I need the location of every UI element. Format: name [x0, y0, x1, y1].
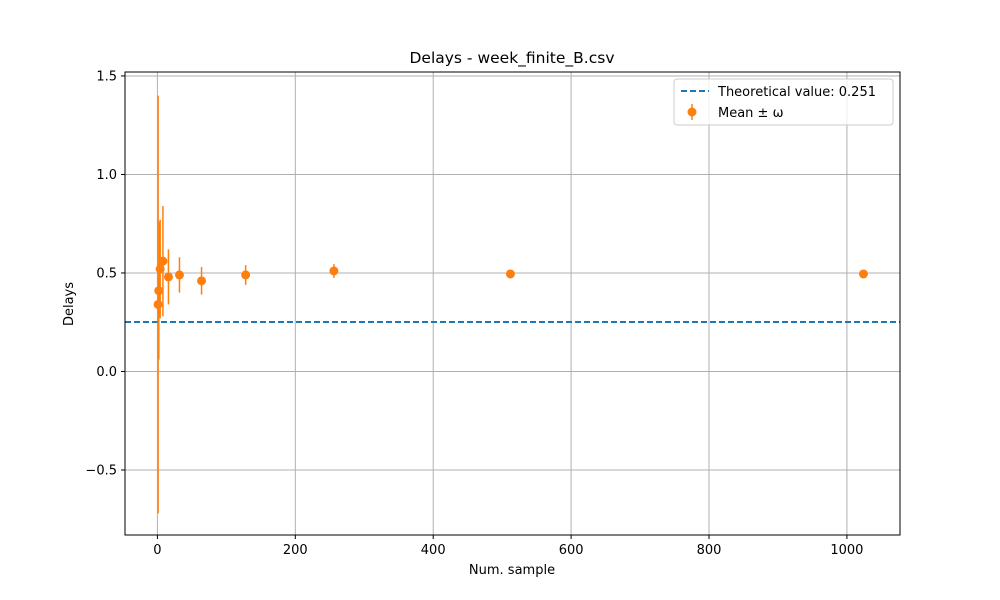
y-tick-label: −0.5 — [85, 463, 117, 478]
y-tick-label: 0.0 — [96, 365, 117, 380]
legend-series-label: Mean ± ω — [718, 106, 783, 121]
legend: Theoretical value: 0.251 Mean ± ω — [673, 78, 894, 126]
x-axis-ticks: 0 200 400 600 800 1000 — [153, 535, 863, 558]
x-tick-label: 1000 — [830, 543, 863, 558]
y-tick-label: 1.5 — [96, 69, 117, 84]
data-point — [155, 264, 165, 274]
data-series — [153, 95, 868, 514]
data-point — [153, 299, 163, 309]
y-tick-label: 0.5 — [96, 266, 117, 281]
data-point — [241, 270, 251, 280]
y-tick-label: 1.0 — [96, 168, 117, 183]
data-point — [197, 276, 207, 286]
data-point — [154, 286, 164, 296]
x-tick-label: 0 — [153, 543, 161, 558]
data-point — [163, 272, 173, 282]
y-axis-ticks: −0.5 0.0 0.5 1.0 1.5 — [85, 69, 125, 478]
x-tick-label: 600 — [559, 543, 584, 558]
data-point — [329, 266, 339, 276]
chart-title: Delays - week_finite_B.csv — [409, 49, 614, 68]
legend-box — [673, 78, 894, 126]
legend-marker-swatch — [687, 107, 697, 117]
data-point — [505, 269, 515, 279]
data-point — [158, 256, 168, 266]
grid-lines — [125, 72, 900, 535]
data-point — [174, 270, 184, 280]
data-point — [858, 269, 868, 279]
x-tick-label: 400 — [421, 543, 446, 558]
x-axis-label: Num. sample — [469, 563, 555, 578]
x-tick-label: 800 — [697, 543, 722, 558]
legend-reference-line-label: Theoretical value: 0.251 — [717, 85, 876, 100]
plot-area-frame — [124, 71, 901, 536]
x-tick-label: 200 — [283, 543, 308, 558]
y-axis-label: Delays — [62, 282, 77, 326]
